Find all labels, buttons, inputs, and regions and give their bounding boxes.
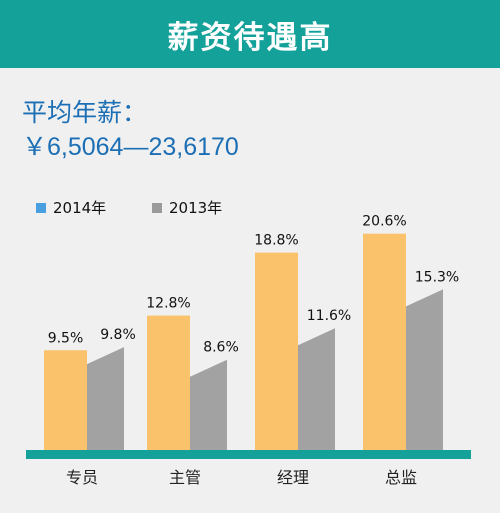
bar-2014-2 [255,252,298,450]
value-label-2014-0: 9.5% [48,330,84,346]
value-label-2014-3: 20.6% [362,214,406,230]
salary-range: ￥6,5064—23,6170 [22,133,239,161]
value-label-2013-1: 8.6% [203,340,239,356]
bar-2014-3 [363,233,406,450]
bar-2013-2 [298,328,335,450]
bar-2013-3 [406,289,443,450]
chart-baseline [26,450,471,459]
legend-swatch-0 [36,203,46,213]
value-label-2013-3: 15.3% [415,269,459,285]
page-title: 薪资待遇高 [167,19,333,56]
value-label-2013-0: 9.8% [100,327,136,343]
x-axis-ticks: 专员 主管 经理 总监 [66,468,417,487]
bar-2014-1 [147,315,190,450]
value-label-2013-2: 11.6% [307,308,351,324]
value-label-2014-2: 18.8% [254,233,298,249]
legend: 2014年 2013年 [36,199,222,217]
x-tick-label-1: 主管 [169,468,201,487]
legend-label-0: 2014年 [53,199,106,217]
header-banner: 薪资待遇高 [0,0,500,68]
legend-swatch-1 [152,203,162,213]
x-tick-label-2: 经理 [277,468,309,487]
x-tick-label-0: 专员 [66,468,98,487]
bars [44,233,443,450]
salary-label: 平均年薪： [22,98,148,127]
value-labels: 9.5% 9.8% 12.8% 8.6% 18.8% 11.6% 20.6% 15.3% [48,214,460,356]
bar-2013-1 [190,359,227,450]
bar-2014-0 [44,350,87,450]
value-label-2014-1: 12.8% [146,296,190,312]
legend-label-1: 2013年 [169,199,222,217]
bar-2013-0 [87,347,124,450]
x-tick-label-3: 总监 [385,468,417,487]
